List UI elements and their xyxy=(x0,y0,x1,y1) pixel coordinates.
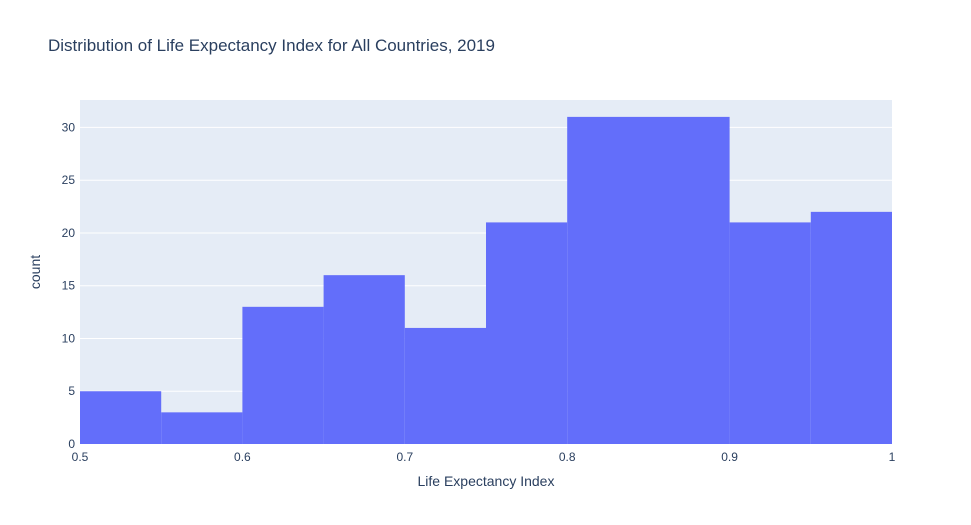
histogram-bar[interactable] xyxy=(486,222,568,444)
x-tick-label: 0.5 xyxy=(72,450,89,464)
x-axis-label: Life Expectancy Index xyxy=(418,473,555,489)
histogram-bar[interactable] xyxy=(404,327,486,444)
y-tick-label: 0 xyxy=(68,437,75,451)
x-tick-label: 0.9 xyxy=(721,450,738,464)
y-tick-label: 5 xyxy=(68,384,75,398)
histogram-bar[interactable] xyxy=(810,211,892,444)
histogram-bar[interactable] xyxy=(567,116,730,445)
histogram-bar[interactable] xyxy=(323,275,405,444)
x-tick-label: 1 xyxy=(889,450,896,464)
histogram-bar[interactable] xyxy=(242,306,324,444)
bars xyxy=(80,116,892,445)
y-tick-label: 15 xyxy=(62,279,76,293)
x-axis-ticks: 0.5 0.6 0.7 0.8 0.9 1 xyxy=(72,450,896,464)
x-tick-label: 0.6 xyxy=(234,450,251,464)
histogram-bar[interactable] xyxy=(729,222,811,444)
histogram-bar[interactable] xyxy=(161,412,243,444)
histogram-bar[interactable] xyxy=(80,391,162,444)
x-tick-label: 0.8 xyxy=(559,450,576,464)
y-axis-label: count xyxy=(27,255,43,289)
x-tick-label: 0.7 xyxy=(396,450,413,464)
y-tick-label: 10 xyxy=(62,331,76,345)
chart-title: Distribution of Life Expectancy Index fo… xyxy=(48,36,495,55)
y-tick-label: 25 xyxy=(62,173,76,187)
y-axis-ticks: 0 5 10 15 20 25 30 xyxy=(62,120,76,451)
y-tick-label: 30 xyxy=(62,120,76,134)
y-tick-label: 20 xyxy=(62,226,76,240)
